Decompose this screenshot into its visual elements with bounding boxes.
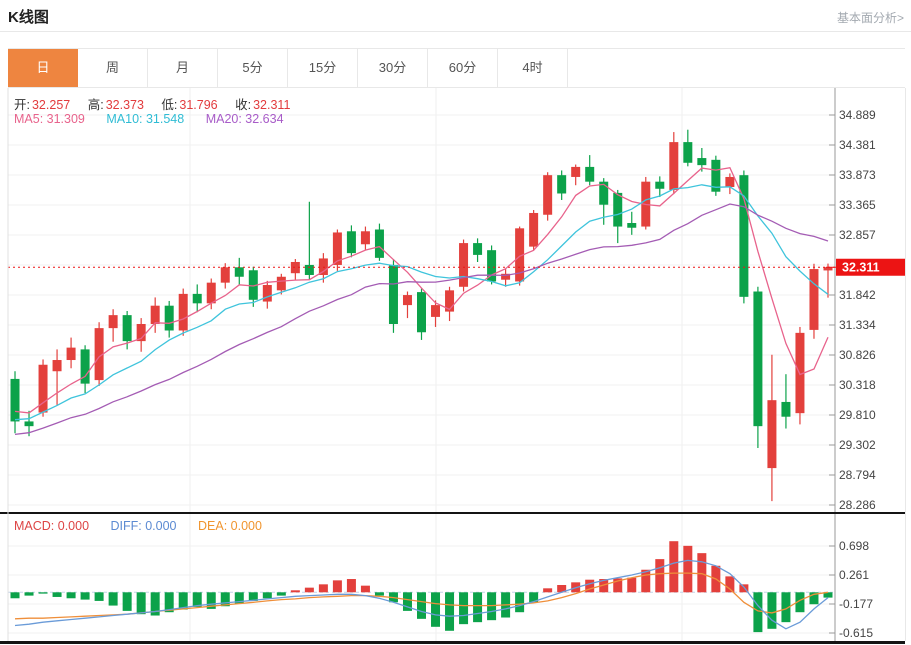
svg-text:29.810: 29.810 — [839, 408, 876, 422]
svg-text:34.381: 34.381 — [839, 138, 876, 152]
tab-week[interactable]: 周 — [78, 49, 148, 87]
tab-15min[interactable]: 15分 — [288, 49, 358, 87]
widget-header: K线图 基本面分析> — [0, 0, 911, 32]
svg-text:32.311: 32.311 — [842, 261, 880, 275]
macd-readout: MACD: 0.000 DIFF: 0.000 DEA: 0.000 — [14, 519, 262, 533]
svg-text:0.698: 0.698 — [839, 539, 869, 553]
svg-text:30.826: 30.826 — [839, 348, 876, 362]
svg-text:30.318: 30.318 — [839, 378, 876, 392]
svg-text:33.873: 33.873 — [839, 168, 876, 182]
svg-text:31.842: 31.842 — [839, 288, 876, 302]
svg-text:-0.177: -0.177 — [839, 597, 873, 611]
diff-value: DIFF: 0.000 — [110, 519, 177, 533]
dea-value: DEA: 0.000 — [198, 519, 262, 533]
interval-tabs: 日 周 月 5分 15分 30分 60分 4时 — [8, 48, 905, 88]
svg-text:28.794: 28.794 — [839, 468, 876, 482]
svg-text:28.286: 28.286 — [839, 498, 876, 512]
ohlc-readout: 开: 32.257 高: 32.373 低: 31.796 收: 32.311 — [14, 94, 304, 113]
tab-4hour[interactable]: 4时 — [498, 49, 568, 87]
fundamental-analysis-link[interactable]: 基本面分析> — [836, 11, 904, 25]
tab-day[interactable]: 日 — [8, 49, 78, 87]
svg-text:-0.615: -0.615 — [839, 626, 873, 640]
page-title: K线图 — [8, 9, 49, 26]
svg-text:0.261: 0.261 — [839, 568, 869, 582]
svg-text:34.889: 34.889 — [839, 108, 876, 122]
svg-text:29.302: 29.302 — [839, 438, 876, 452]
tab-30min[interactable]: 30分 — [358, 49, 428, 87]
ma-readout: MA5: 31.309 MA10: 31.548 MA20: 32.634 — [14, 112, 284, 126]
tab-60min[interactable]: 60分 — [428, 49, 498, 87]
svg-text:31.334: 31.334 — [839, 318, 876, 332]
high-value: 32.373 — [105, 98, 144, 112]
svg-text:32.857: 32.857 — [839, 228, 876, 242]
open-value: 32.257 — [31, 98, 71, 112]
ma20-value: MA20: 32.634 — [205, 112, 284, 126]
ma10-value: MA10: 31.548 — [106, 112, 185, 126]
macd-value: MACD: 0.000 — [14, 519, 90, 533]
close-value: 32.311 — [253, 98, 291, 112]
svg-text:33.365: 33.365 — [839, 198, 876, 212]
close-label: 收: — [235, 98, 252, 112]
ma5-value: MA5: 31.309 — [14, 112, 85, 126]
open-label: 开: — [14, 98, 30, 112]
tab-month[interactable]: 月 — [148, 49, 218, 87]
low-value: 31.796 — [179, 98, 218, 112]
tab-5min[interactable]: 5分 — [218, 49, 288, 87]
high-label: 高: — [87, 98, 104, 112]
low-label: 低: — [161, 98, 178, 112]
